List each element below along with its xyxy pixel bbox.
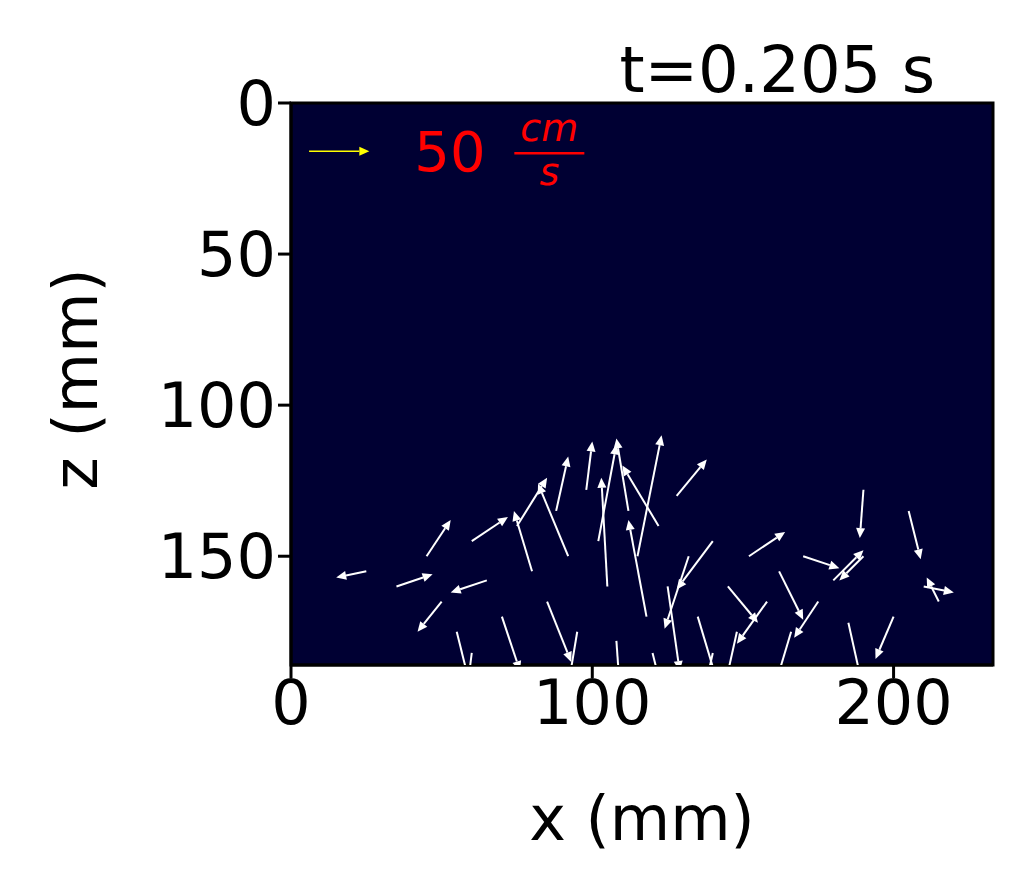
svg-text:100: 100 xyxy=(533,666,651,739)
svg-text:200: 200 xyxy=(834,666,952,739)
svg-text:0: 0 xyxy=(271,666,310,739)
svg-text:s: s xyxy=(539,150,559,194)
svg-text:z (mm): z (mm) xyxy=(39,268,112,489)
svg-text:100: 100 xyxy=(158,369,276,442)
svg-text:50: 50 xyxy=(197,218,276,291)
svg-text:0: 0 xyxy=(237,67,276,140)
svg-text:50: 50 xyxy=(414,119,485,184)
svg-text:t=0.205 s: t=0.205 s xyxy=(619,33,935,107)
svg-text:x (mm): x (mm) xyxy=(529,782,755,855)
svg-text:cm: cm xyxy=(520,106,578,150)
svg-text:150: 150 xyxy=(158,520,276,593)
